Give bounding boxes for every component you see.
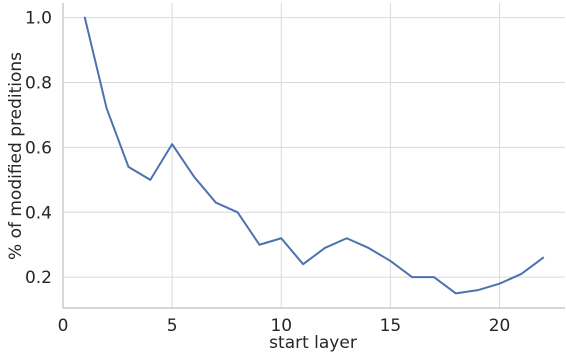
y-tick-label: 0.2 [25,268,52,288]
y-tick-label: 0.8 [25,73,52,93]
x-tick-label: 15 [380,316,402,336]
x-tick-label: 20 [489,316,511,336]
x-tick-label: 0 [58,316,69,336]
y-axis-title: % of modified preditions [6,52,26,260]
y-tick-label: 0.6 [25,138,52,158]
y-tick-label: 1.0 [25,9,52,29]
series-line [83,16,545,295]
axes [62,3,565,309]
tick-labels: 0 5 10 15 20 0.2 0.4 0.6 0.8 1.0 [25,9,510,336]
x-axis-title: start layer [269,333,357,353]
x-tick-label: 5 [167,316,178,336]
y-tick-label: 0.4 [25,203,52,223]
grid-lines [63,3,565,308]
data-series [83,16,545,295]
x-tick-label: 10 [270,316,292,336]
